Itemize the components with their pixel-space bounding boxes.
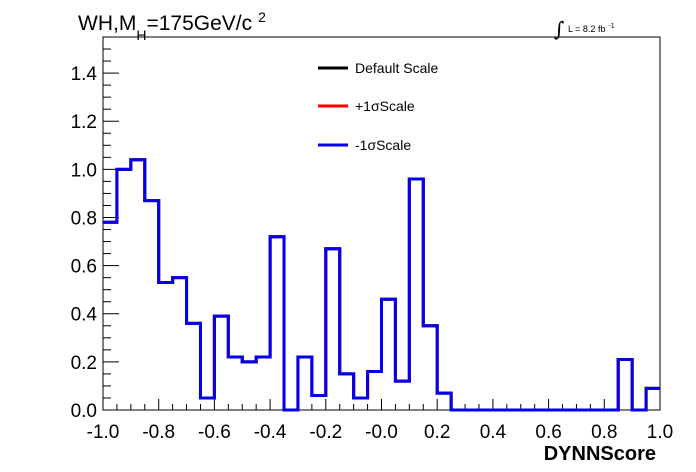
y-tick-label: 0.4 — [71, 305, 98, 326]
luminosity-text: L = 8.2 fb — [568, 24, 605, 34]
x-tick-label: -1.0 — [87, 422, 120, 443]
x-tick-label: -0.6 — [198, 422, 231, 443]
x-tick-label: -0.8 — [142, 422, 175, 443]
y-tick-label: 0.8 — [71, 208, 97, 229]
y-tick-label: 1.2 — [71, 112, 97, 133]
x-tick-label: 0.8 — [591, 422, 617, 443]
x-tick-label: 1.0 — [647, 422, 673, 443]
y-tick-label: 0.2 — [71, 353, 97, 374]
chart-title: WH,MH=175GeV/c 2 — [78, 9, 266, 43]
y-tick-label: 1.0 — [71, 160, 97, 181]
title-suffix: =175GeV/c — [146, 12, 252, 35]
x-tick-label: 0.4 — [480, 422, 507, 443]
y-tick-label: 0.6 — [71, 257, 97, 278]
series-layer — [103, 158, 660, 412]
luminosity-integral-sign: ∫ — [554, 17, 564, 41]
y-axis: 0.0 0.2 0.4 0.6 0.8 1.0 1.2 1.4 — [71, 36, 119, 422]
legend-label-default: Default Scale — [355, 60, 438, 76]
x-tick-label: 0.6 — [535, 422, 561, 443]
y-tick-label: 1.4 — [71, 64, 98, 85]
luminosity-label: L = 8.2 fb -1 — [568, 23, 615, 34]
x-axis: -1.0 -0.8 -0.6 -0.4 -0.2 -0.0 0.2 0.4 0.6 0.8 1.0 — [87, 399, 673, 443]
y-tick-label: 0.0 — [71, 401, 97, 422]
legend-label-plus1sigma: +1σScale — [355, 98, 415, 114]
x-tick-label: 0.2 — [424, 422, 450, 443]
x-tick-label: -0.0 — [365, 422, 398, 443]
x-axis-label: DYNNScore — [544, 443, 656, 465]
legend-label-minus1sigma: -1σScale — [355, 137, 411, 153]
x-tick-label: -0.2 — [309, 422, 342, 443]
title-prefix: WH,M — [78, 12, 136, 35]
series-line-2 — [103, 158, 660, 412]
title-superscript: 2 — [258, 9, 266, 25]
luminosity-superscript: -1 — [608, 23, 614, 30]
legend: Default Scale +1σScale -1σScale — [318, 60, 438, 153]
title-subscript: H — [136, 27, 146, 43]
x-tick-label: -0.4 — [254, 422, 287, 443]
